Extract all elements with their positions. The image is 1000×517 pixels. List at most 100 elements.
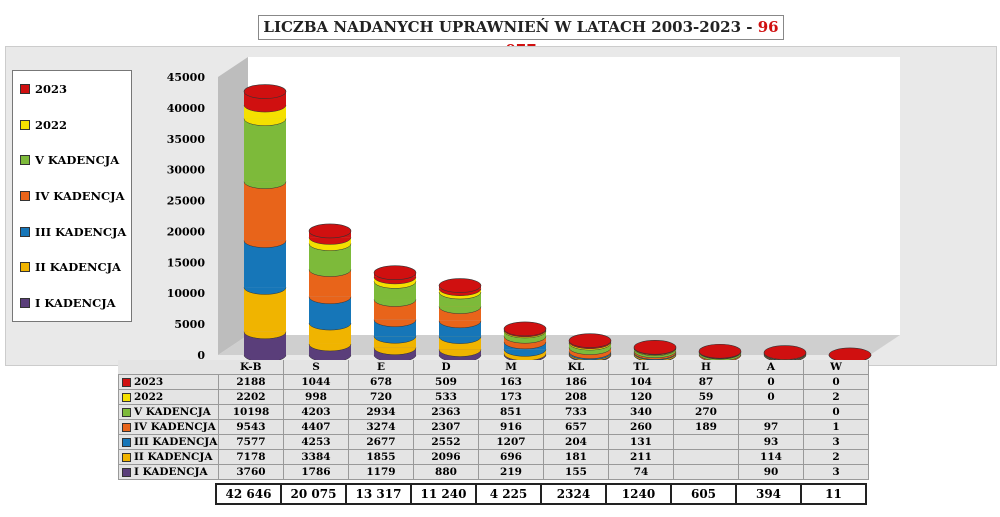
legend-label: III KADENCJA bbox=[35, 224, 127, 239]
total-cell: 42 646 bbox=[215, 483, 282, 505]
table-cell: 211 bbox=[608, 449, 674, 465]
table-cell: 120 bbox=[608, 389, 674, 405]
table-cell: 1 bbox=[803, 419, 869, 435]
legend-item: 2022 bbox=[13, 107, 131, 143]
total-cell: 605 bbox=[670, 483, 737, 505]
totals-row: 42 646 20 075 13 317 11 240 4 225 2324 1240 605… bbox=[215, 483, 867, 505]
table-cell: 1044 bbox=[283, 374, 349, 390]
bar-stack-KL bbox=[568, 333, 612, 363]
bar-stack-S bbox=[308, 223, 352, 363]
table-cell: 90 bbox=[738, 464, 804, 480]
bar-segment-base bbox=[243, 240, 287, 248]
bar-top bbox=[438, 278, 482, 293]
bar-segment bbox=[244, 181, 286, 241]
y-tick-label: 5000 bbox=[174, 318, 205, 331]
bar-top bbox=[308, 223, 352, 239]
bar-segment-base bbox=[243, 331, 287, 340]
total-cell: 11 bbox=[800, 483, 867, 505]
table-cell: 2 bbox=[803, 389, 869, 405]
bar-segment-base bbox=[308, 323, 352, 331]
total-cell: 394 bbox=[735, 483, 802, 505]
column-header: A bbox=[738, 360, 804, 375]
total-cell: 4 225 bbox=[475, 483, 542, 505]
total-cell: 2324 bbox=[540, 483, 607, 505]
bar-top bbox=[763, 345, 807, 360]
table-cell: 4203 bbox=[283, 404, 349, 420]
bar-segment-base bbox=[308, 269, 352, 277]
table-cell: 880 bbox=[413, 464, 479, 480]
legend-swatch bbox=[20, 119, 30, 130]
bar-segment-base bbox=[373, 319, 417, 327]
total-cell: 13 317 bbox=[345, 483, 412, 505]
table-cell: 4253 bbox=[283, 434, 349, 450]
row-label: II KADENCJA bbox=[118, 449, 219, 465]
legend: 2023 2022 V KADENCJA IV KADENCJA III KADENCJ… bbox=[12, 70, 132, 322]
column-header: H bbox=[673, 360, 739, 375]
table-cell: 533 bbox=[413, 389, 479, 405]
bar-segment-base bbox=[243, 181, 287, 189]
legend-label: I KADENCJA bbox=[35, 295, 116, 310]
column-header: W bbox=[803, 360, 869, 375]
table-row: III KADENCJA 7577 4253 2677 2552 1207 204 131 93… bbox=[118, 434, 869, 450]
bar-segment bbox=[244, 240, 286, 288]
table-cell: 163 bbox=[478, 374, 544, 390]
table-cell: 0 bbox=[738, 389, 804, 405]
legend-item: III KADENCJA bbox=[13, 214, 131, 250]
table-cell: 1207 bbox=[478, 434, 544, 450]
y-tick-label: 10000 bbox=[167, 287, 206, 300]
y-tick-label: 20000 bbox=[167, 225, 206, 238]
legend-item: 2023 bbox=[13, 71, 131, 107]
table-cell: 10198 bbox=[218, 404, 284, 420]
legend-label: IV KADENCJA bbox=[35, 188, 125, 203]
table-cell: 998 bbox=[283, 389, 349, 405]
table-cell: 114 bbox=[738, 449, 804, 465]
bar-stack-K-B bbox=[243, 84, 287, 363]
column-header: TL bbox=[608, 360, 674, 375]
table-row: I KADENCJA 3760 1786 1179 880 219 155 74 90 3 bbox=[118, 464, 869, 480]
totals-table: 42 646 20 075 13 317 11 240 4 225 2324 1240 605… bbox=[215, 483, 867, 505]
bar-segment-base bbox=[308, 243, 352, 251]
table-cell: 720 bbox=[348, 389, 414, 405]
table-cell: 509 bbox=[413, 374, 479, 390]
bar-segment-base bbox=[243, 105, 287, 113]
bar-segment bbox=[244, 118, 286, 182]
table-cell: 2552 bbox=[413, 434, 479, 450]
table-cell: 2202 bbox=[218, 389, 284, 405]
table-row: V KADENCJA 10198 4203 2934 2363 851 733 340 270 0 bbox=[118, 404, 869, 420]
legend-swatch bbox=[20, 190, 30, 201]
y-tick-label: 40000 bbox=[167, 102, 206, 115]
column-header: M bbox=[478, 360, 544, 375]
table-cell: 260 bbox=[608, 419, 674, 435]
table-cell: 0 bbox=[803, 374, 869, 390]
bar-top bbox=[243, 84, 287, 99]
bar-segment-base bbox=[438, 349, 482, 357]
bar-segment-base bbox=[308, 296, 352, 305]
y-tick-label: 15000 bbox=[167, 256, 206, 269]
row-label: III KADENCJA bbox=[118, 434, 219, 450]
table-cell bbox=[738, 404, 804, 420]
column-header: D bbox=[413, 360, 479, 375]
legend-swatch bbox=[20, 297, 30, 308]
column-header: E bbox=[348, 360, 414, 375]
table-cell: 3 bbox=[803, 464, 869, 480]
legend-item: IV KADENCJA bbox=[13, 178, 131, 214]
table-cell: 2096 bbox=[413, 449, 479, 465]
bar-stack-E bbox=[373, 265, 417, 363]
bar-segment-base bbox=[308, 237, 352, 245]
column-header: KL bbox=[543, 360, 609, 375]
data-table: K-B S E D M KL TL H A W 2023 2188 1044 678 509 163 186 10… bbox=[118, 360, 869, 480]
table-cell: 186 bbox=[543, 374, 609, 390]
table-cell: 2 bbox=[803, 449, 869, 465]
legend-label: V KADENCJA bbox=[35, 153, 120, 168]
table-cell: 2188 bbox=[218, 374, 284, 390]
table-cell: 93 bbox=[738, 434, 804, 450]
table-cell: 7577 bbox=[218, 434, 284, 450]
bar-stack-H bbox=[698, 343, 742, 363]
bar-segment-base bbox=[438, 336, 482, 344]
table-cell: 0 bbox=[738, 374, 804, 390]
table-cell: 74 bbox=[608, 464, 674, 480]
table-cell: 657 bbox=[543, 419, 609, 435]
y-tick-label: 35000 bbox=[167, 133, 206, 146]
legend-item: I KADENCJA bbox=[13, 285, 131, 321]
